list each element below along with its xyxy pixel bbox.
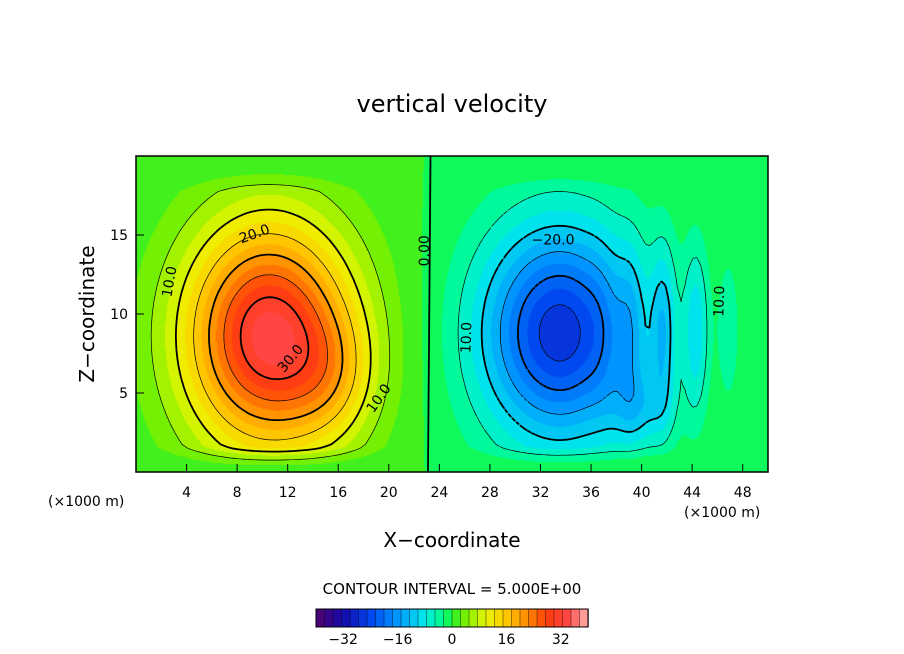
contour-line-pos15: [193, 233, 357, 441]
x-tick-label: 28: [481, 485, 499, 501]
colorbar-swatch: [409, 608, 419, 628]
colorbar-swatch: [460, 608, 470, 628]
colorbar-swatch: [332, 608, 343, 628]
x-tick-label: 40: [633, 485, 651, 501]
contour-line-pos5: [150, 184, 391, 461]
contour-line-neg25: [538, 304, 581, 362]
colorbar-swatch: [443, 608, 453, 628]
x-tick-label: 32: [532, 485, 550, 501]
colorbar-tick-label: 32: [552, 632, 570, 648]
colorbar-swatch: [375, 608, 385, 628]
colorbar-swatch: [426, 608, 436, 628]
y-axis-title: Z−coordinate: [75, 245, 99, 382]
colorbar-swatch: [366, 608, 377, 628]
colorbar-swatch: [315, 608, 326, 628]
chart-title: vertical velocity: [357, 90, 548, 118]
heatmap-field: [136, 156, 768, 472]
colorbar-swatch: [545, 608, 555, 628]
colorbar-swatch: [468, 608, 479, 628]
colorbar-swatch: [383, 608, 394, 628]
colorbar-tick-label: −16: [383, 632, 413, 648]
colorbar-swatch: [324, 608, 334, 628]
x-axis-title: X−coordinate: [383, 528, 520, 552]
colorbar-swatch: [400, 608, 411, 628]
contour-interval-text: CONTOUR INTERVAL = 5.000E+00: [323, 580, 582, 598]
contour-line-pos10: [175, 208, 372, 453]
colorbar: [315, 608, 589, 628]
contour-line-neg15: [499, 251, 635, 415]
contour-line-pos30: [239, 296, 310, 381]
x-unit-left: (×1000 m): [48, 494, 124, 510]
colorbar-swatch: [511, 608, 521, 628]
colorbar-swatch: [434, 608, 445, 628]
contour-line-neg10: [480, 224, 672, 441]
x-tick-label: 12: [279, 485, 297, 501]
colorbar-frame: [315, 608, 589, 628]
colorbar-swatch: [477, 608, 487, 628]
y-axis-ticks: 5 10 15: [110, 228, 144, 402]
x-tick-label: 16: [329, 485, 347, 501]
colorbar-swatch: [392, 608, 402, 628]
heatmap-image: [136, 156, 768, 472]
colorbar-ticks: −32 −16 0 16 32: [328, 632, 569, 648]
colorbar-swatch: [494, 608, 504, 628]
colorbar-swatch: [341, 608, 351, 628]
x-tick-label: 48: [734, 485, 752, 501]
colorbar-swatch: [562, 608, 572, 628]
colorbar-swatch: [485, 608, 496, 628]
colorbar-tick-label: 16: [497, 632, 515, 648]
colorbar-swatch: [579, 608, 589, 628]
contour-label: 10.0: [711, 285, 728, 317]
x-axis-ticks: 4 8 12 16 20 24 28 32 36 40 44 48: [182, 464, 752, 501]
contour-label: 0.00: [417, 235, 433, 266]
colorbar-swatch: [528, 608, 538, 628]
y-tick-label: 5: [119, 386, 128, 402]
colorbar-swatch: [451, 608, 462, 628]
contour-label: 10.0: [159, 265, 180, 298]
colorbar-swatch: [349, 608, 360, 628]
contour-label: −20.0: [532, 232, 575, 248]
x-tick-label: 4: [182, 485, 191, 501]
contour-label: 10.0: [458, 322, 475, 354]
colorbar-tick-label: 0: [448, 632, 457, 648]
contour-lines: [150, 156, 708, 472]
x-unit-right: (×1000 m): [684, 505, 760, 521]
colorbar-swatch: [519, 608, 530, 628]
colorbar-swatch: [358, 608, 368, 628]
x-tick-label: 36: [582, 485, 600, 501]
y-tick-label: 15: [110, 228, 128, 244]
colorbar-swatch: [502, 608, 513, 628]
x-tick-label: 24: [430, 485, 448, 501]
colorbar-swatch: [570, 608, 581, 628]
contour-line-pos20: [208, 253, 344, 421]
colorbar-tick-label: −32: [328, 632, 358, 648]
contour-line-neg5: [457, 191, 708, 456]
x-tick-label: 44: [683, 485, 701, 501]
contour-line-pos25: [223, 274, 328, 402]
x-tick-label: 20: [380, 485, 398, 501]
x-tick-label: 8: [233, 485, 242, 501]
contour-line-zero: [427, 156, 432, 472]
colorbar-swatch: [553, 608, 564, 628]
y-tick-label: 10: [110, 307, 128, 323]
colorbar-swatch: [536, 608, 547, 628]
contour-line-neg20: [517, 274, 605, 391]
colorbar-swatch: [417, 608, 428, 628]
